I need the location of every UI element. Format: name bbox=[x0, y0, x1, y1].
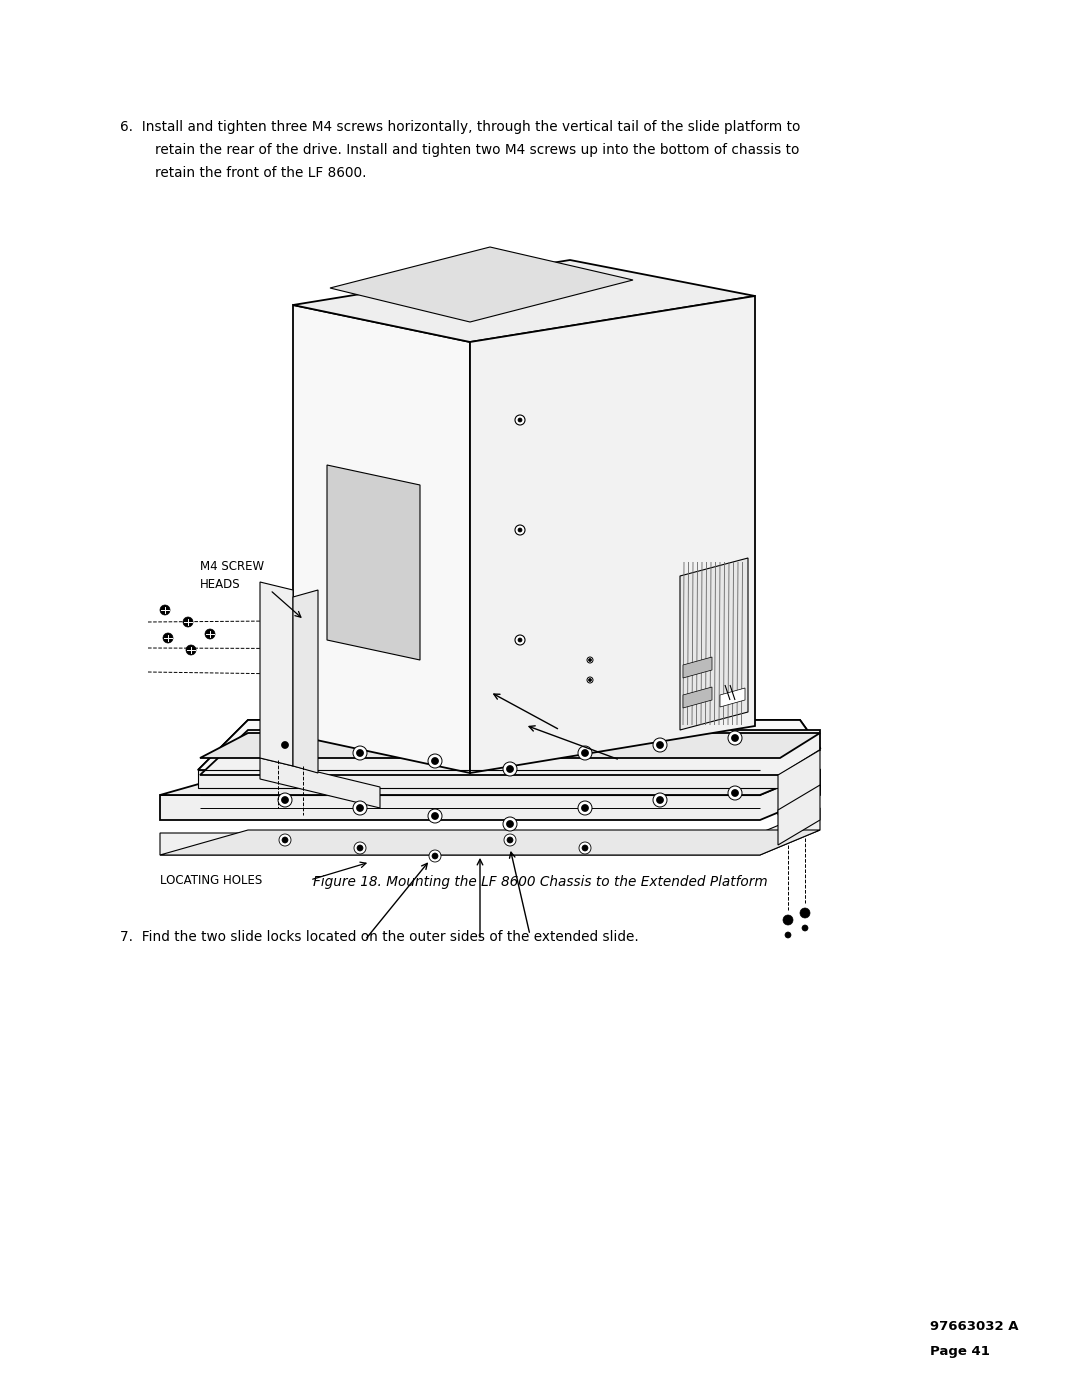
Circle shape bbox=[581, 750, 589, 757]
Circle shape bbox=[278, 793, 292, 807]
Circle shape bbox=[657, 742, 663, 749]
Circle shape bbox=[728, 731, 742, 745]
Circle shape bbox=[578, 746, 592, 760]
Circle shape bbox=[783, 915, 793, 925]
Text: retain the rear of the drive. Install and tighten two M4 screws up into the bott: retain the rear of the drive. Install an… bbox=[156, 142, 799, 156]
Circle shape bbox=[588, 657, 593, 664]
Circle shape bbox=[728, 787, 742, 800]
Polygon shape bbox=[160, 770, 820, 795]
Circle shape bbox=[282, 796, 288, 803]
Circle shape bbox=[589, 679, 592, 682]
Polygon shape bbox=[683, 657, 712, 678]
Polygon shape bbox=[470, 296, 755, 773]
Polygon shape bbox=[198, 719, 820, 770]
Text: Page 41: Page 41 bbox=[930, 1345, 990, 1358]
Circle shape bbox=[278, 738, 292, 752]
Circle shape bbox=[653, 738, 667, 752]
Circle shape bbox=[731, 789, 739, 796]
Text: 7.  Find the two slide locks located on the outer sides of the extended slide.: 7. Find the two slide locks located on t… bbox=[120, 930, 638, 944]
Circle shape bbox=[503, 761, 517, 775]
Polygon shape bbox=[260, 759, 380, 807]
Circle shape bbox=[503, 817, 517, 831]
Circle shape bbox=[800, 908, 810, 918]
Circle shape bbox=[515, 636, 525, 645]
Text: HEADS: HEADS bbox=[200, 578, 241, 591]
Circle shape bbox=[657, 796, 663, 803]
Polygon shape bbox=[293, 305, 470, 773]
Circle shape bbox=[785, 932, 791, 937]
Text: 97663032 A: 97663032 A bbox=[930, 1320, 1018, 1333]
Circle shape bbox=[518, 528, 522, 532]
Circle shape bbox=[507, 820, 513, 827]
Circle shape bbox=[282, 837, 288, 842]
Circle shape bbox=[357, 845, 363, 851]
Circle shape bbox=[428, 754, 442, 768]
Circle shape bbox=[432, 757, 438, 764]
Polygon shape bbox=[200, 733, 820, 759]
Polygon shape bbox=[198, 770, 782, 788]
Circle shape bbox=[353, 746, 367, 760]
Circle shape bbox=[507, 837, 513, 842]
Polygon shape bbox=[160, 830, 820, 855]
Circle shape bbox=[802, 925, 808, 930]
Polygon shape bbox=[200, 731, 820, 775]
Circle shape bbox=[354, 842, 366, 854]
Circle shape bbox=[579, 842, 591, 854]
Polygon shape bbox=[680, 557, 748, 731]
Circle shape bbox=[163, 633, 173, 643]
Circle shape bbox=[429, 849, 441, 862]
Circle shape bbox=[282, 742, 288, 749]
Polygon shape bbox=[778, 785, 820, 845]
Circle shape bbox=[279, 834, 291, 847]
Text: retain the front of the LF 8600.: retain the front of the LF 8600. bbox=[156, 166, 366, 180]
Text: M4 SCREW: M4 SCREW bbox=[200, 560, 265, 573]
Circle shape bbox=[589, 658, 592, 662]
Circle shape bbox=[504, 834, 516, 847]
Polygon shape bbox=[683, 687, 712, 708]
Text: LOCATING HOLES: LOCATING HOLES bbox=[160, 873, 262, 887]
Polygon shape bbox=[160, 770, 820, 820]
Circle shape bbox=[588, 678, 593, 683]
Circle shape bbox=[428, 809, 442, 823]
Polygon shape bbox=[198, 719, 820, 770]
Circle shape bbox=[581, 805, 589, 812]
Circle shape bbox=[578, 800, 592, 814]
Circle shape bbox=[507, 766, 513, 773]
Circle shape bbox=[356, 750, 364, 757]
Circle shape bbox=[356, 805, 364, 812]
Polygon shape bbox=[330, 247, 633, 321]
Circle shape bbox=[205, 629, 215, 638]
Circle shape bbox=[160, 605, 170, 615]
Circle shape bbox=[515, 525, 525, 535]
Circle shape bbox=[183, 617, 193, 627]
Polygon shape bbox=[720, 687, 745, 707]
Circle shape bbox=[432, 854, 438, 859]
Circle shape bbox=[653, 793, 667, 807]
Polygon shape bbox=[327, 465, 420, 659]
Polygon shape bbox=[160, 807, 820, 855]
Text: Figure 18. Mounting the LF 8600 Chassis to the Extended Platform: Figure 18. Mounting the LF 8600 Chassis … bbox=[313, 875, 767, 888]
Circle shape bbox=[432, 813, 438, 820]
Circle shape bbox=[518, 418, 522, 422]
Polygon shape bbox=[293, 260, 755, 342]
Polygon shape bbox=[293, 590, 318, 773]
Polygon shape bbox=[260, 583, 293, 766]
Circle shape bbox=[515, 415, 525, 425]
Circle shape bbox=[353, 800, 367, 814]
Circle shape bbox=[731, 735, 739, 742]
Text: 6.  Install and tighten three M4 screws horizontally, through the vertical tail : 6. Install and tighten three M4 screws h… bbox=[120, 120, 800, 134]
Circle shape bbox=[518, 638, 522, 643]
Polygon shape bbox=[778, 750, 820, 814]
Circle shape bbox=[582, 845, 588, 851]
Circle shape bbox=[186, 645, 195, 655]
